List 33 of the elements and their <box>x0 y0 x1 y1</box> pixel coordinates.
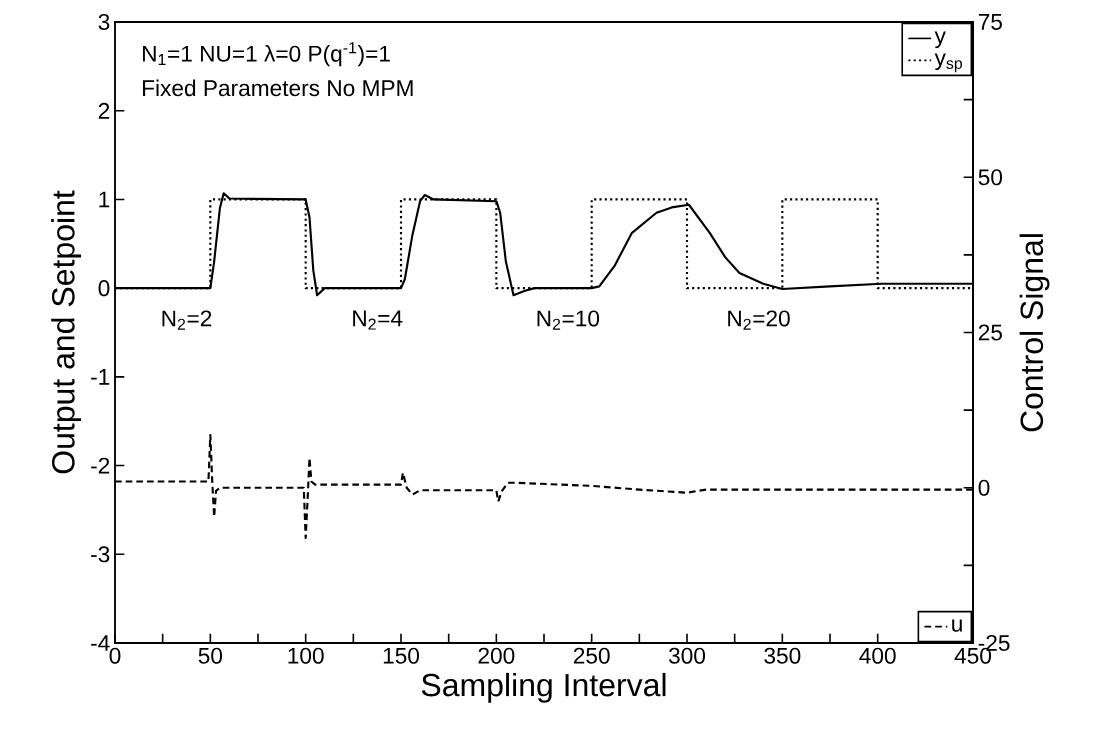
x-tick-label: 150 <box>383 647 420 664</box>
y-tick-label: 1 <box>99 191 110 208</box>
legend-label: u <box>952 619 962 632</box>
y-tick-label: -4 <box>91 635 110 651</box>
annotation: N$_{2}$=4 <box>353 310 403 330</box>
y2-tick-label: 0 <box>978 479 990 496</box>
x-tick-label: 250 <box>573 647 610 664</box>
y-axis-title: Output and Setpoint <box>51 190 81 474</box>
x-tick-label: 0 <box>109 647 121 664</box>
y-tick-label: 0 <box>98 280 110 297</box>
annotation: N$_{2}$=10 <box>537 310 600 330</box>
annotation: N$_{1}$=1 NU=1 λ=0 P(q$^{-1}$)=1 <box>143 42 390 67</box>
annotation: N$_{2}$=20 <box>728 310 790 330</box>
y-tick-label: -3 <box>91 546 110 563</box>
x-tick-label: 300 <box>668 647 706 664</box>
y-tick-label: -2 <box>91 457 110 474</box>
y-tick-label: 3 <box>98 13 110 31</box>
annotation: N$_{2}$=2 <box>162 310 212 330</box>
legend-label: y <box>934 31 946 49</box>
y2-tick-label: 50 <box>978 169 1003 186</box>
y2-tick-label: 75 <box>978 14 1002 30</box>
x-tick-label: 50 <box>198 647 223 664</box>
x-axis-title: Sampling Interval <box>421 672 666 703</box>
y2-axis-title: Control Signal <box>1019 234 1050 432</box>
x-tick-label: 200 <box>478 647 515 664</box>
annotation: Fixed Parameters No MPM <box>143 79 413 97</box>
x-tick-label: 350 <box>764 647 801 664</box>
y2-tick-label: 25 <box>978 324 1002 341</box>
y-tick-label: 2 <box>98 102 110 119</box>
y-tick-label: -1 <box>91 369 110 385</box>
x-tick-label: 100 <box>288 647 324 664</box>
x-tick-label: 400 <box>859 647 896 664</box>
legend-label: y$_{sp}$ <box>934 53 963 73</box>
